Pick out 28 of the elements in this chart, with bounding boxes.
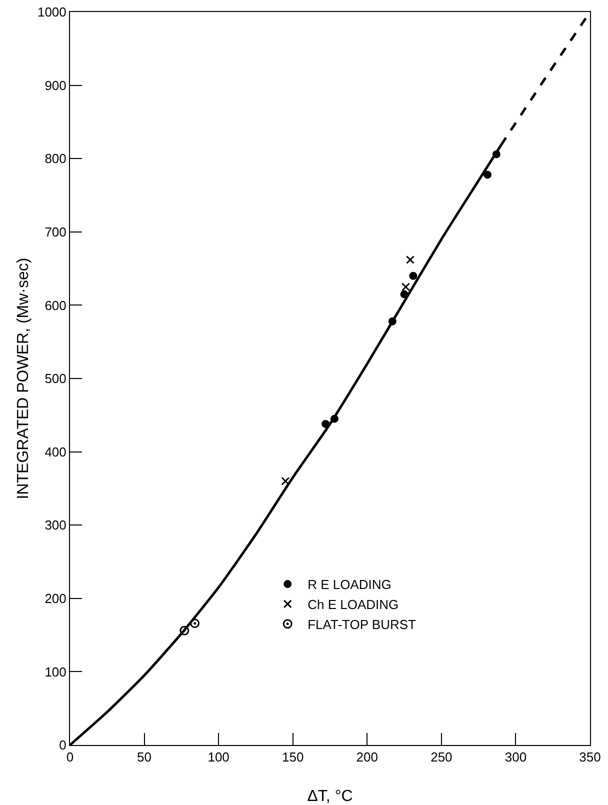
y-tick-label: 800 bbox=[44, 151, 66, 166]
y-tick-label: 0 bbox=[59, 738, 66, 753]
x-tick-label: 200 bbox=[356, 750, 378, 765]
y-tick-label: 500 bbox=[44, 371, 66, 386]
x-tick-label: 350 bbox=[579, 750, 601, 765]
y-tick-label: 200 bbox=[44, 590, 66, 606]
x-tick-label: 250 bbox=[430, 750, 452, 765]
y-tick-label: 900 bbox=[44, 78, 66, 93]
point bbox=[402, 282, 410, 292]
y-tick-label: 100 bbox=[44, 664, 66, 680]
point bbox=[483, 170, 492, 179]
point bbox=[406, 256, 414, 264]
x-tick-label: 50 bbox=[137, 750, 152, 765]
legend-label: Ch E LOADING bbox=[308, 597, 399, 612]
y-tick-label: 1000 bbox=[37, 4, 66, 20]
x-tick-label: 150 bbox=[282, 750, 304, 765]
point bbox=[409, 272, 418, 280]
legend-label: R E LOADING bbox=[308, 577, 392, 592]
x-tick-label: 100 bbox=[208, 750, 230, 765]
point bbox=[281, 476, 290, 486]
x-tick-label: 300 bbox=[504, 750, 527, 765]
y-tick-label: 300 bbox=[44, 518, 66, 533]
legend-label: FLAT-TOP BURST bbox=[308, 616, 416, 632]
x-axis-title: ΔT, °C bbox=[307, 788, 353, 805]
y-tick-label: 400 bbox=[44, 444, 66, 460]
y-tick-label: 600 bbox=[44, 298, 66, 313]
y-axis-title: INTEGRATED POWER, (Mw·sec) bbox=[15, 258, 32, 500]
y-tick-label: 700 bbox=[44, 224, 66, 240]
